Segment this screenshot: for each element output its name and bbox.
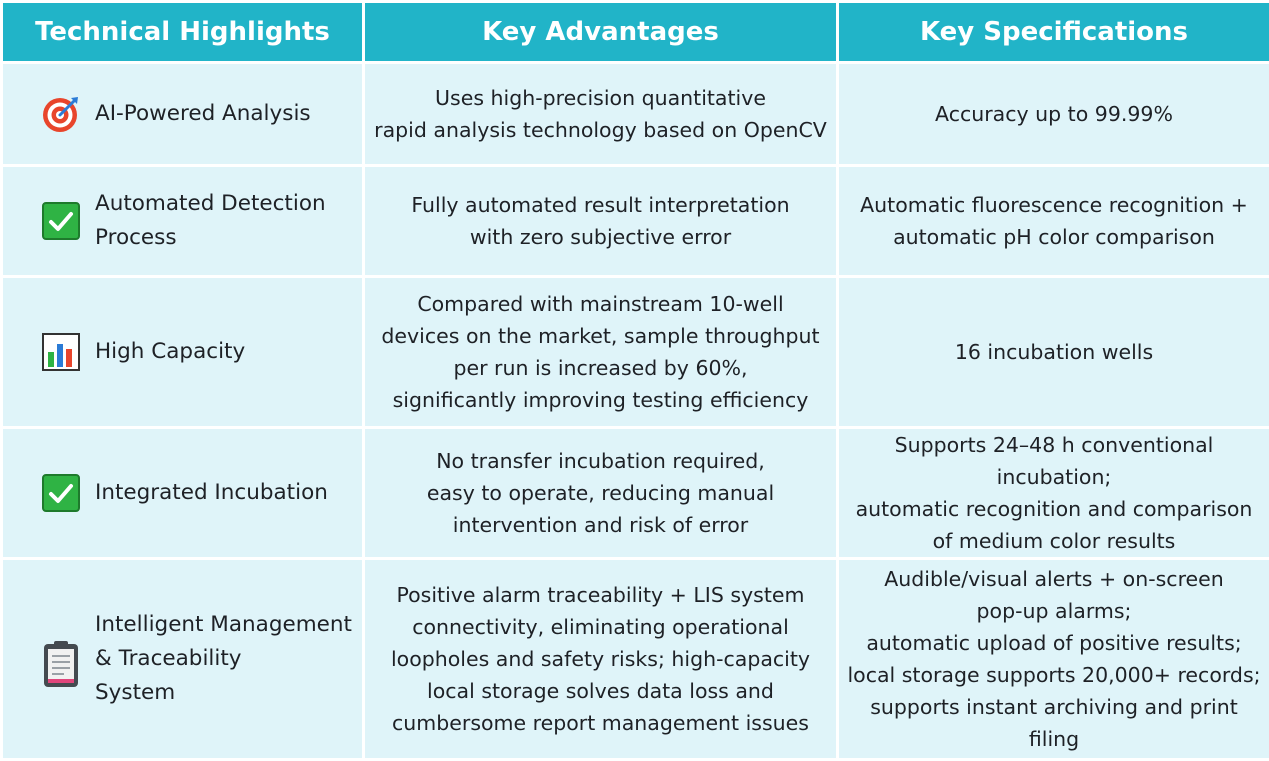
table-row: Integrated Incubation No transfer incuba… — [3, 428, 1269, 557]
table-row: Intelligent Management & Traceability Sy… — [3, 559, 1269, 758]
target-icon — [41, 94, 81, 134]
feature-label: Integrated Incubation — [95, 479, 328, 505]
feature-label: High Capacity — [95, 338, 246, 364]
feature-cell: AI-Powered Analysis — [3, 64, 362, 165]
spec-cell: Accuracy up to 99.99% — [839, 64, 1269, 165]
clipboard-icon — [41, 639, 81, 687]
advantage-cell: No transfer incubation required, easy to… — [365, 428, 836, 557]
header-key-specifications: Key Specifications — [839, 3, 1269, 61]
advantage-cell: Uses high-precision quantitative rapid a… — [365, 64, 836, 165]
checkmark-box-icon — [41, 473, 81, 513]
checkmark-box-icon — [41, 201, 81, 241]
feature-label: Intelligent Management & Traceability Sy… — [95, 611, 352, 705]
spec-cell: Supports 24–48 h conventional incubation… — [839, 428, 1269, 557]
table-row: High Capacity Compared with mainstream 1… — [3, 278, 1269, 426]
advantage-cell: Positive alarm traceability + LIS system… — [365, 559, 836, 758]
spec-cell: 16 incubation wells — [839, 278, 1269, 426]
header-key-advantages: Key Advantages — [365, 3, 836, 61]
header-technical-highlights: Technical Highlights — [3, 3, 362, 61]
advantage-cell: Compared with mainstream 10-well devices… — [365, 278, 836, 426]
feature-cell: High Capacity — [3, 278, 362, 426]
feature-label: AI-Powered Analysis — [95, 101, 311, 127]
spec-cell: Automatic fluorescence recognition + aut… — [839, 167, 1269, 276]
advantage-cell: Fully automated result interpretation wi… — [365, 167, 836, 276]
table-row: AI-Powered Analysis Uses high-precision … — [3, 64, 1269, 165]
feature-cell: Integrated Incubation — [3, 428, 362, 557]
feature-cell: Intelligent Management & Traceability Sy… — [3, 559, 362, 758]
feature-label: Automated Detection Process — [95, 191, 326, 251]
bar-chart-icon — [41, 332, 81, 372]
feature-cell: Automated Detection Process — [3, 167, 362, 276]
table-row: Automated Detection Process Fully automa… — [3, 167, 1269, 276]
spec-cell: Audible/visual alerts + on-screen pop-up… — [839, 559, 1269, 758]
table-header-row: Technical Highlights Key Advantages Key … — [3, 3, 1269, 61]
